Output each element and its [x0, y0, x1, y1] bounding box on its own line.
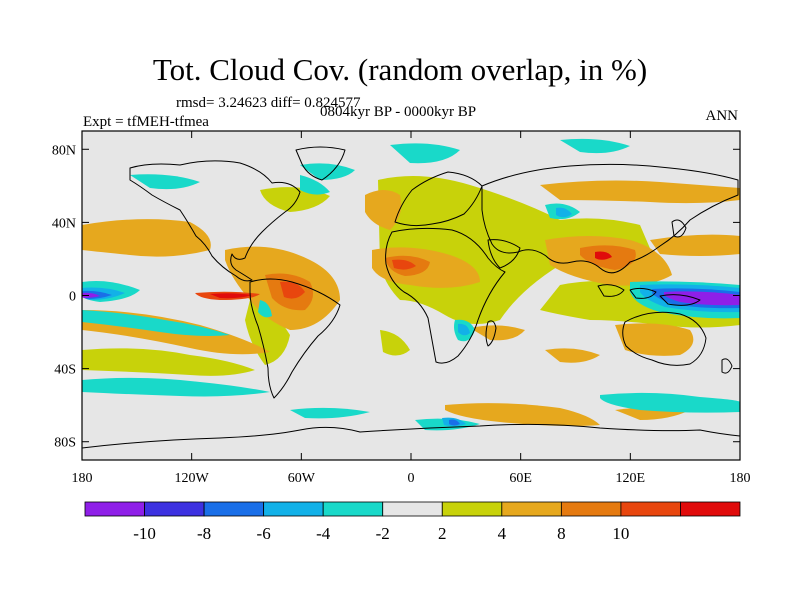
anomaly-region — [210, 293, 252, 299]
colorbar-label: -6 — [257, 524, 271, 543]
anomaly-region — [650, 234, 740, 256]
anomaly-region — [595, 251, 612, 260]
season-label: ANN — [705, 108, 739, 124]
stats-text: rmsd= 3.24623 diff= 0.824577 — [176, 95, 361, 111]
lon-tick-label: 120W — [175, 471, 210, 486]
anomaly-region — [365, 190, 402, 230]
chart-title: Tot. Cloud Cov. (random overlap, in %) — [152, 52, 648, 87]
anomaly-region — [82, 219, 211, 257]
colorbar-label: 4 — [498, 524, 507, 543]
anomaly-region — [380, 330, 410, 356]
lon-tick-label: 180 — [730, 471, 751, 486]
colorbar-swatch — [560, 501, 622, 517]
colorbar-swatch — [620, 501, 681, 517]
coastline — [295, 146, 346, 181]
anomaly-region — [280, 281, 305, 299]
colorbar-swatch — [203, 501, 265, 517]
lat-axis: 80N 40N 0 40S 80S — [52, 143, 740, 451]
anomaly-region — [556, 207, 572, 218]
coastline — [629, 287, 657, 299]
anomaly-region — [445, 403, 600, 426]
anomaly-region — [290, 407, 370, 419]
anomaly-region — [560, 138, 630, 154]
anomaly-region — [82, 310, 230, 336]
anomaly-region — [392, 259, 416, 270]
colorbar-swatch — [84, 501, 145, 517]
colorbar: -10 -8 -6 -4 -2 2 4 8 10 — [84, 501, 741, 543]
anomaly-region — [390, 143, 460, 164]
anomaly-region — [470, 325, 525, 341]
coastline — [82, 423, 740, 449]
coastlines — [82, 146, 740, 449]
coastline — [597, 284, 625, 297]
coastline — [622, 311, 707, 366]
anomaly-region — [300, 175, 330, 195]
colorbar-label: 10 — [612, 524, 629, 543]
colorbar-swatch — [322, 501, 384, 517]
lon-tick-label: 60W — [288, 471, 316, 486]
anomaly-region — [130, 174, 200, 190]
coastline — [721, 358, 733, 374]
colorbar-swatch — [680, 501, 741, 517]
coastline — [671, 219, 687, 238]
anomaly-region — [300, 163, 355, 180]
lat-tick-label: 40S — [54, 363, 76, 378]
anomaly-region — [540, 180, 740, 204]
anomaly-region — [545, 348, 600, 363]
anomaly-region — [258, 300, 272, 318]
colorbar-label: -8 — [197, 524, 211, 543]
lat-tick-label: 80N — [52, 143, 76, 158]
colorbar-swatch — [382, 501, 443, 517]
lon-tick-label: 120E — [616, 471, 646, 486]
colorbar-label: -4 — [316, 524, 331, 543]
colorbar-label: 2 — [438, 524, 447, 543]
experiment-label: Expt = tfMEH-tfmea — [83, 114, 209, 130]
anomaly-region — [600, 392, 740, 413]
anomaly-region — [82, 292, 100, 298]
coastline — [485, 320, 497, 347]
coastline — [659, 294, 701, 306]
lat-tick-label: 0 — [69, 290, 76, 305]
anomaly-fields — [82, 138, 740, 431]
lon-tick-label: 0 — [408, 471, 415, 486]
coastline — [385, 227, 506, 364]
lon-axis: 180 120W 60W 0 60E 120E 180 — [72, 131, 751, 486]
colorbar-swatch — [501, 501, 562, 517]
period-label: 0804kyr BP - 0000kyr BP — [320, 104, 477, 120]
anomaly-region — [458, 323, 470, 336]
colorbar-label: -10 — [133, 524, 156, 543]
lat-tick-label: 40N — [52, 216, 76, 231]
coastline — [249, 278, 341, 399]
lon-tick-label: 60E — [509, 471, 532, 486]
colorbar-label: -2 — [376, 524, 390, 543]
lon-tick-label: 180 — [72, 471, 93, 486]
lat-tick-label: 80S — [54, 436, 76, 451]
colorbar-label: 8 — [557, 524, 566, 543]
map-area — [82, 131, 740, 460]
colorbar-swatch — [263, 501, 324, 517]
anomaly-region — [449, 419, 460, 426]
coastline — [487, 239, 521, 269]
anomaly-region — [615, 323, 694, 356]
coastline — [129, 160, 301, 282]
anomaly-region — [82, 377, 270, 397]
colorbar-swatch — [144, 501, 205, 517]
colorbar-swatch — [441, 501, 503, 517]
anomaly-region — [82, 348, 255, 376]
